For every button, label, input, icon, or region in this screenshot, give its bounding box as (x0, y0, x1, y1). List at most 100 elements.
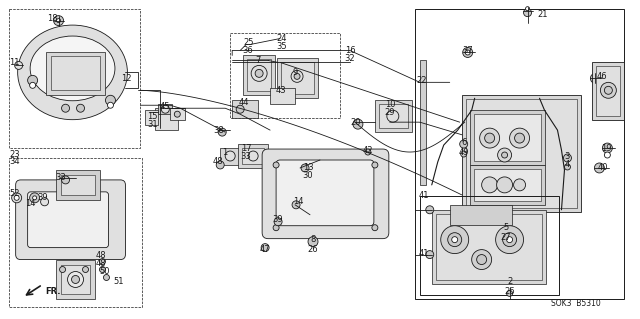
Text: 26: 26 (308, 245, 318, 254)
Circle shape (600, 82, 616, 98)
Circle shape (216, 161, 224, 169)
Circle shape (426, 206, 434, 214)
Circle shape (441, 226, 468, 254)
Text: 50: 50 (99, 267, 109, 276)
Text: 24: 24 (277, 34, 287, 43)
Circle shape (104, 274, 109, 280)
Circle shape (68, 271, 83, 287)
FancyBboxPatch shape (15, 180, 125, 260)
Text: 45: 45 (160, 102, 171, 111)
Circle shape (604, 152, 611, 158)
Bar (232, 100, 258, 118)
Circle shape (14, 195, 19, 200)
Circle shape (15, 62, 22, 70)
Text: 43: 43 (276, 86, 286, 95)
Text: 15: 15 (147, 112, 157, 121)
Bar (56, 260, 95, 300)
Text: 19: 19 (601, 144, 612, 152)
Bar (466, 99, 577, 208)
Bar (281, 63, 314, 94)
Text: 16: 16 (344, 46, 355, 55)
Bar (420, 196, 559, 295)
Circle shape (274, 218, 282, 226)
Circle shape (477, 255, 486, 264)
Circle shape (365, 149, 371, 155)
Circle shape (502, 152, 508, 158)
Bar (432, 210, 545, 285)
Text: 41: 41 (419, 191, 429, 200)
Bar (415, 9, 625, 300)
Bar (474, 169, 541, 201)
Bar (156, 108, 179, 130)
FancyBboxPatch shape (28, 192, 108, 248)
Circle shape (301, 164, 309, 172)
Circle shape (482, 177, 498, 193)
Text: 2: 2 (507, 277, 512, 286)
Circle shape (602, 143, 612, 153)
Circle shape (28, 75, 38, 85)
Text: 48: 48 (95, 251, 106, 260)
Circle shape (275, 88, 285, 98)
Circle shape (507, 290, 513, 296)
Circle shape (591, 73, 600, 83)
Text: 8: 8 (310, 235, 316, 244)
Circle shape (353, 119, 363, 129)
Text: 10: 10 (385, 100, 395, 109)
Text: 13: 13 (303, 163, 314, 173)
Circle shape (461, 151, 467, 157)
Circle shape (29, 82, 36, 88)
Circle shape (563, 154, 572, 162)
Bar (593, 63, 625, 120)
Text: 39: 39 (273, 215, 284, 224)
Circle shape (56, 19, 61, 23)
Text: 12: 12 (121, 74, 132, 83)
Circle shape (61, 176, 70, 184)
Circle shape (255, 70, 263, 78)
Text: 30: 30 (303, 171, 314, 181)
Circle shape (248, 151, 258, 161)
Bar (375, 100, 412, 132)
Text: 33: 33 (55, 174, 66, 182)
Circle shape (174, 111, 180, 117)
Bar (243, 56, 275, 95)
Circle shape (604, 74, 611, 82)
Bar (170, 108, 186, 120)
Text: 26: 26 (504, 287, 515, 296)
Bar (470, 110, 545, 165)
Text: 25: 25 (243, 38, 253, 47)
FancyBboxPatch shape (276, 160, 374, 226)
Circle shape (497, 177, 513, 193)
Text: 5: 5 (503, 223, 508, 232)
Circle shape (472, 249, 492, 270)
Bar (238, 144, 268, 168)
Bar (436, 214, 541, 280)
Text: SOK3  B5310: SOK3 B5310 (552, 299, 601, 308)
Bar (247, 59, 271, 91)
Bar (277, 58, 318, 98)
Circle shape (261, 244, 269, 252)
Circle shape (218, 128, 226, 136)
Text: 51: 51 (113, 277, 124, 286)
Bar (450, 205, 511, 225)
Circle shape (54, 16, 63, 26)
Circle shape (479, 128, 500, 148)
Circle shape (236, 105, 244, 113)
Circle shape (507, 237, 513, 243)
Circle shape (83, 267, 88, 272)
Text: 37: 37 (462, 46, 473, 55)
Circle shape (463, 48, 473, 57)
Text: 49: 49 (458, 147, 469, 157)
Circle shape (61, 104, 70, 112)
Text: 18: 18 (47, 14, 58, 23)
Text: 48: 48 (95, 259, 106, 268)
Circle shape (273, 162, 279, 168)
Circle shape (40, 198, 49, 206)
Bar (596, 66, 620, 116)
Circle shape (308, 237, 318, 247)
Circle shape (72, 276, 79, 284)
Circle shape (604, 86, 612, 94)
Circle shape (29, 193, 40, 203)
Text: 22: 22 (417, 76, 427, 85)
Bar (379, 104, 408, 128)
Circle shape (372, 162, 378, 168)
